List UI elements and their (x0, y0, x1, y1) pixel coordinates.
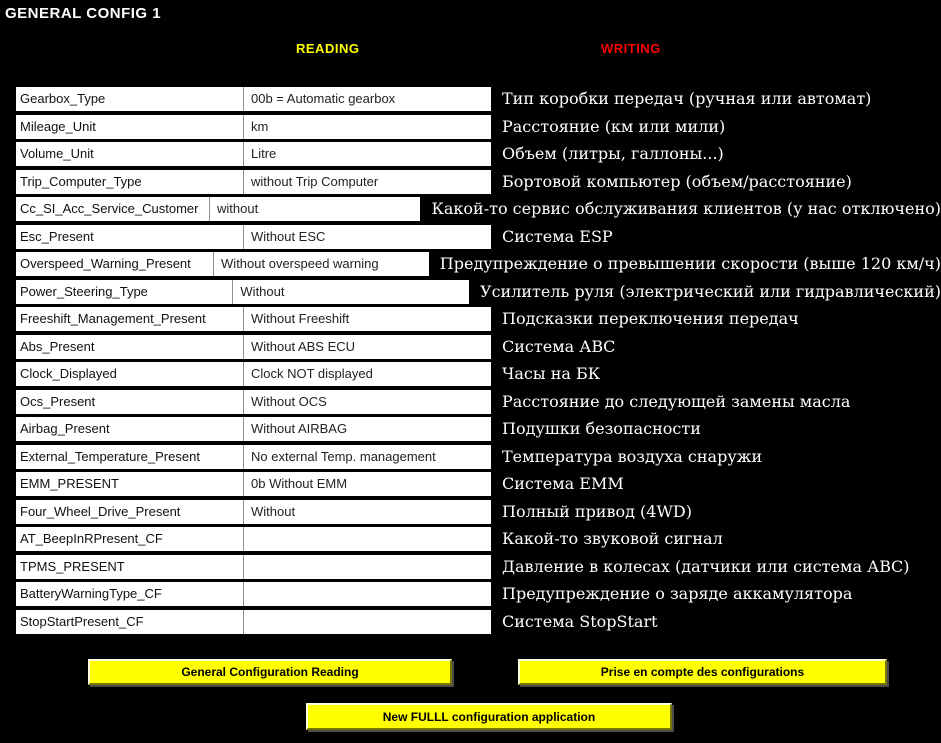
table-row: External_Temperature_Present No external… (16, 444, 941, 469)
table-row: Four_Wheel_Drive_Present Without Полный … (16, 499, 941, 524)
row-description: Система ЕММ (502, 474, 624, 493)
table-row: AT_BeepInRPresent_CF Какой-то звуковой с… (16, 527, 941, 551)
table-row: StopStartPresent_CF Система StopStart (16, 609, 941, 634)
row-label: StopStartPresent_CF (16, 609, 244, 634)
row-description: Давление в колесах (датчики или система … (502, 556, 910, 576)
row-value[interactable]: without Trip Computer (244, 169, 491, 194)
row-description: Часы на БК (502, 364, 601, 383)
table-row: Volume_Unit Litre Объем (литры, галлоны.… (16, 142, 941, 166)
row-value[interactable]: Without Freeshift (244, 307, 491, 331)
table-row: Power_Steering_Type Without Усилитель ру… (16, 279, 941, 304)
row-description: Объем (литры, галлоны...) (502, 144, 724, 163)
writing-column-header: WRITING (601, 41, 661, 56)
table-row: Cc_SI_Acc_Service_Customer without Какой… (16, 197, 941, 221)
table-row: Mileage_Unit km Расстояние (км или мили) (16, 114, 941, 139)
new-full-configuration-button[interactable]: New FULLL configuration application (306, 703, 672, 730)
row-label: Esc_Present (16, 224, 244, 249)
row-label: Abs_Present (16, 334, 244, 359)
table-row: Ocs_Present Without OCS Расстояние до сл… (16, 389, 941, 414)
row-label: Volume_Unit (16, 142, 244, 166)
table-row: Overspeed_Warning_Present Without oversp… (16, 252, 941, 276)
row-label: Cc_SI_Acc_Service_Customer (16, 197, 211, 221)
row-value[interactable]: without (210, 197, 421, 221)
row-label: BatteryWarningType_CF (16, 582, 244, 606)
row-value[interactable]: 0b Without EMM (244, 472, 491, 496)
table-row: Freeshift_Management_Present Without Fre… (16, 307, 941, 331)
row-label: Ocs_Present (16, 389, 244, 414)
row-description: Система ESP (502, 226, 613, 246)
row-value[interactable] (244, 582, 491, 606)
table-row: BatteryWarningType_CF Предупреждение о з… (16, 582, 941, 606)
row-label: TPMS_PRESENT (16, 554, 244, 579)
row-label: AT_BeepInRPresent_CF (16, 527, 244, 551)
row-label: External_Temperature_Present (16, 444, 244, 469)
row-value[interactable]: Without (233, 279, 470, 304)
table-row: Abs_Present Without ABS ECU Система АВС (16, 334, 941, 359)
row-value[interactable] (244, 609, 491, 634)
table-row: Airbag_Present Without AIRBAG Подушки бе… (16, 417, 941, 441)
row-value[interactable]: No external Temp. management (244, 444, 491, 469)
row-label: Overspeed_Warning_Present (16, 252, 215, 276)
row-label: Airbag_Present (16, 417, 244, 441)
general-configuration-reading-button[interactable]: General Configuration Reading (88, 659, 452, 685)
row-label: Mileage_Unit (16, 114, 244, 139)
row-label: Trip_Computer_Type (16, 169, 244, 194)
row-label: Gearbox_Type (16, 87, 244, 111)
table-row: Clock_Displayed Clock NOT displayed Часы… (16, 362, 941, 386)
row-description: Подсказки переключения передач (502, 309, 799, 328)
config-table: Gearbox_Type 00b = Automatic gearbox Тип… (16, 87, 941, 637)
row-value[interactable]: Without (244, 499, 491, 524)
row-description: Температура воздуха снаружи (502, 446, 763, 466)
row-label: Freeshift_Management_Present (16, 307, 244, 331)
row-description: Тип коробки передач (ручная или автомат) (502, 89, 872, 108)
table-row: EMM_PRESENT 0b Without EMM Система ЕММ (16, 472, 941, 496)
row-value[interactable]: Without AIRBAG (244, 417, 491, 441)
row-value[interactable] (244, 554, 491, 579)
row-value[interactable]: Without OCS (244, 389, 491, 414)
table-row: Trip_Computer_Type without Trip Computer… (16, 169, 941, 194)
row-label: Power_Steering_Type (16, 279, 234, 304)
row-value[interactable]: km (244, 114, 491, 139)
row-description: Расстояние (км или мили) (502, 116, 726, 136)
reading-column-header: READING (296, 41, 360, 56)
row-description: Усилитель руля (электрический или гидрав… (480, 281, 941, 301)
row-value[interactable]: Litre (244, 142, 491, 166)
table-row: Gearbox_Type 00b = Automatic gearbox Тип… (16, 87, 941, 111)
row-description: Бортовой компьютер (объем/расстояние) (502, 171, 852, 191)
row-description: Полный привод (4WD) (502, 501, 692, 521)
row-value[interactable]: Without ABS ECU (244, 334, 491, 359)
row-value[interactable] (244, 527, 491, 551)
row-description: Система StopStart (502, 611, 658, 631)
row-label: Four_Wheel_Drive_Present (16, 499, 244, 524)
row-description: Подушки безопасности (502, 419, 701, 438)
row-value[interactable]: 00b = Automatic gearbox (244, 87, 491, 111)
row-description: Расстояние до следующей замены масла (502, 391, 851, 411)
row-description: Предупреждение о превышении скорости (вы… (439, 254, 941, 273)
row-value[interactable]: Clock NOT displayed (244, 362, 491, 386)
row-description: Система АВС (502, 336, 616, 356)
row-value[interactable]: Without ESC (244, 224, 491, 249)
row-description: Какой-то звуковой сигнал (502, 529, 723, 548)
table-row: Esc_Present Without ESC Система ESP (16, 224, 941, 249)
row-description: Какой-то сервис обслуживания клиентов (у… (431, 199, 941, 218)
apply-configurations-button[interactable]: Prise en compte des configurations (518, 659, 887, 685)
table-row: TPMS_PRESENT Давление в колесах (датчики… (16, 554, 941, 579)
page-title: GENERAL CONFIG 1 (5, 5, 162, 22)
row-value[interactable]: Without overspeed warning (214, 252, 429, 276)
row-label: Clock_Displayed (16, 362, 244, 386)
row-label: EMM_PRESENT (16, 472, 244, 496)
row-description: Предупреждение о заряде аккамулятора (502, 584, 853, 603)
